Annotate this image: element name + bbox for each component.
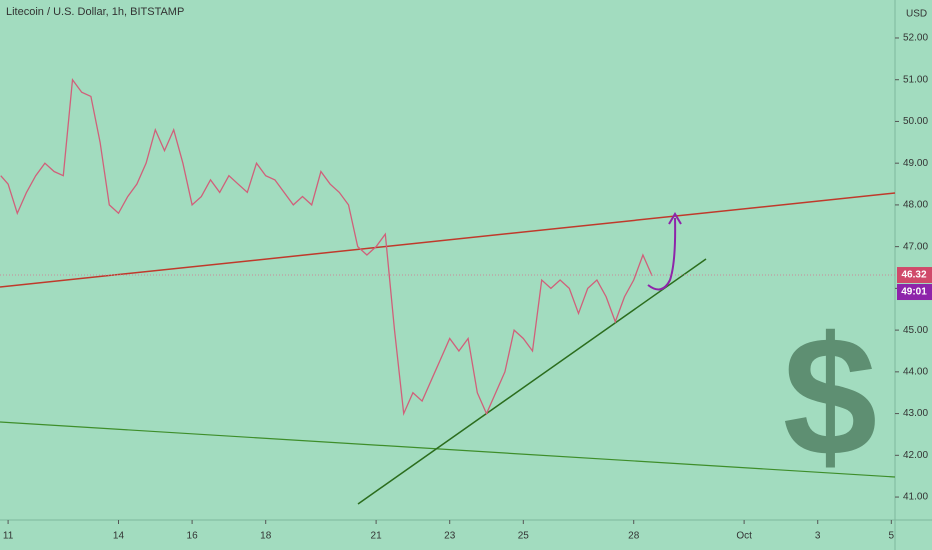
chart-title: Litecoin / U.S. Dollar, 1h, BITSTAMP: [6, 6, 184, 18]
resistance-line: [0, 192, 896, 288]
countdown-tag: [897, 284, 932, 301]
y-tick-label: 51.00: [903, 74, 928, 85]
y-tick-label: 41.00: [903, 492, 928, 503]
y-tick-label: 49.00: [903, 158, 928, 169]
x-tick-label: 11: [3, 531, 14, 542]
y-tick-label: 42.00: [903, 450, 928, 461]
y-tick-label: 48.00: [903, 200, 928, 211]
x-tick-label: 23: [444, 531, 456, 542]
last-price-tag: [897, 267, 932, 284]
x-tick-label: 3: [815, 531, 821, 542]
y-tick-label: 52.00: [903, 33, 928, 44]
x-tick-label: 18: [260, 531, 272, 542]
x-tick-label: 5: [889, 531, 895, 542]
x-tick-label: 21: [371, 531, 383, 542]
currency-label: USD: [906, 9, 927, 20]
dollar-icon: $: [783, 302, 878, 492]
countdown-label: 49:01: [901, 287, 927, 298]
y-tick-label: 43.00: [903, 408, 928, 419]
x-tick-label: Oct: [736, 531, 752, 542]
x-tick-label: 25: [518, 531, 530, 542]
projection-arrow: [647, 217, 677, 291]
y-tick-label: 47.00: [903, 241, 928, 252]
last-price-label: 46.32: [901, 270, 926, 281]
price-line: [0, 77, 653, 417]
y-tick-label: 45.00: [903, 325, 928, 336]
trend-line: [357, 258, 707, 505]
support-line: [0, 421, 896, 478]
x-tick-label: 16: [187, 531, 199, 542]
y-tick-label: 44.00: [903, 366, 928, 377]
arrow-head: [668, 212, 682, 225]
y-tick-label: 50.00: [903, 116, 928, 127]
x-tick-label: 14: [113, 531, 125, 542]
x-tick-label: 28: [628, 531, 640, 542]
